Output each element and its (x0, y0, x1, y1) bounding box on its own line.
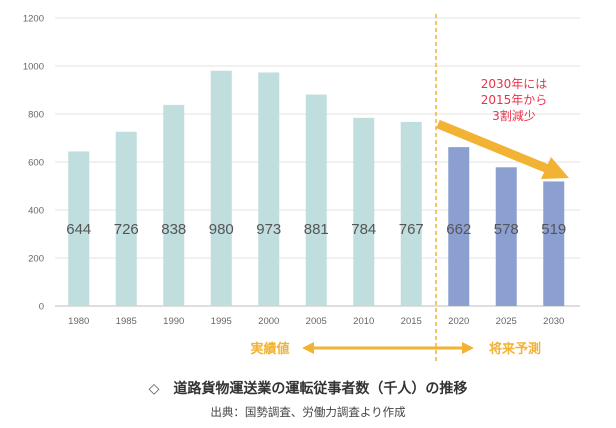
x-tick-label: 2025 (496, 316, 517, 327)
phase-label-forecast: 将来予測 (489, 341, 541, 357)
value-label: 980 (209, 221, 234, 238)
trend-arrow-shaft (436, 119, 550, 174)
value-label: 726 (114, 221, 139, 238)
trend-arrow (436, 119, 569, 179)
value-label: 662 (446, 221, 471, 238)
bar (115, 131, 137, 306)
bar (210, 70, 232, 306)
phase-arrow-right-head (462, 342, 474, 354)
y-tick-label: 600 (28, 158, 44, 169)
bar (258, 72, 280, 306)
y-tick-label: 200 (28, 254, 44, 265)
x-axis-ticks: 1980 1985 1990 1995 2000 2005 2010 2015 2020 2025… (68, 316, 564, 327)
y-tick-label: 1200 (23, 14, 44, 25)
phase-label-actual: 実績値 (250, 341, 289, 357)
value-label: 519 (541, 221, 566, 238)
annotation-line: 2015年から (481, 93, 548, 107)
bar (400, 121, 422, 306)
y-tick-label: 1000 (23, 62, 44, 73)
phase-labels: 実績値 将来予測 (250, 341, 541, 357)
x-tick-label: 2005 (306, 316, 327, 327)
x-tick-label: 1985 (116, 316, 137, 327)
y-axis-ticks: 0 200 400 600 800 1000 1200 (23, 14, 44, 313)
x-tick-label: 2000 (258, 316, 279, 327)
y-tick-label: 400 (28, 206, 44, 217)
source-note: 出典：国勢調査、労働力調査より作成 (210, 405, 406, 419)
x-tick-label: 1990 (163, 316, 184, 327)
trend-arrow-head (541, 157, 569, 179)
bar (448, 147, 470, 306)
value-labels: 644 726 838 980 973 881 784 767 662 578 519 (66, 221, 566, 238)
x-tick-label: 1995 (211, 316, 232, 327)
bar (543, 181, 565, 306)
phase-double-arrow (302, 342, 474, 354)
value-label: 973 (256, 221, 281, 238)
phase-arrow-left-head (302, 342, 314, 354)
x-tick-label: 2010 (353, 316, 374, 327)
caption-text: 道路貨物運送業の運転従事者数（千人）の推移 (173, 381, 468, 397)
value-label: 784 (351, 221, 376, 238)
y-tick-label: 0 (39, 302, 44, 313)
value-label: 881 (304, 221, 329, 238)
chart-caption: ◇ 道路貨物運送業の運転従事者数（千人）の推移 (0, 378, 616, 398)
x-tick-label: 1980 (68, 316, 89, 327)
bar (163, 104, 185, 306)
bar (495, 167, 517, 306)
diamond-icon: ◇ (148, 381, 160, 397)
bar (68, 151, 90, 306)
annotation-line: 2030年には (481, 77, 548, 91)
value-label: 578 (494, 221, 519, 238)
x-tick-label: 2015 (401, 316, 422, 327)
bars (68, 70, 565, 306)
value-label: 767 (399, 221, 424, 238)
x-tick-label: 2030 (543, 316, 564, 327)
x-tick-label: 2020 (448, 316, 469, 327)
annotation-line: 3割減少 (492, 108, 536, 123)
value-label: 644 (66, 221, 91, 238)
bar (353, 117, 375, 306)
value-label: 838 (161, 221, 186, 238)
y-tick-label: 800 (28, 110, 44, 121)
bar (305, 94, 327, 306)
